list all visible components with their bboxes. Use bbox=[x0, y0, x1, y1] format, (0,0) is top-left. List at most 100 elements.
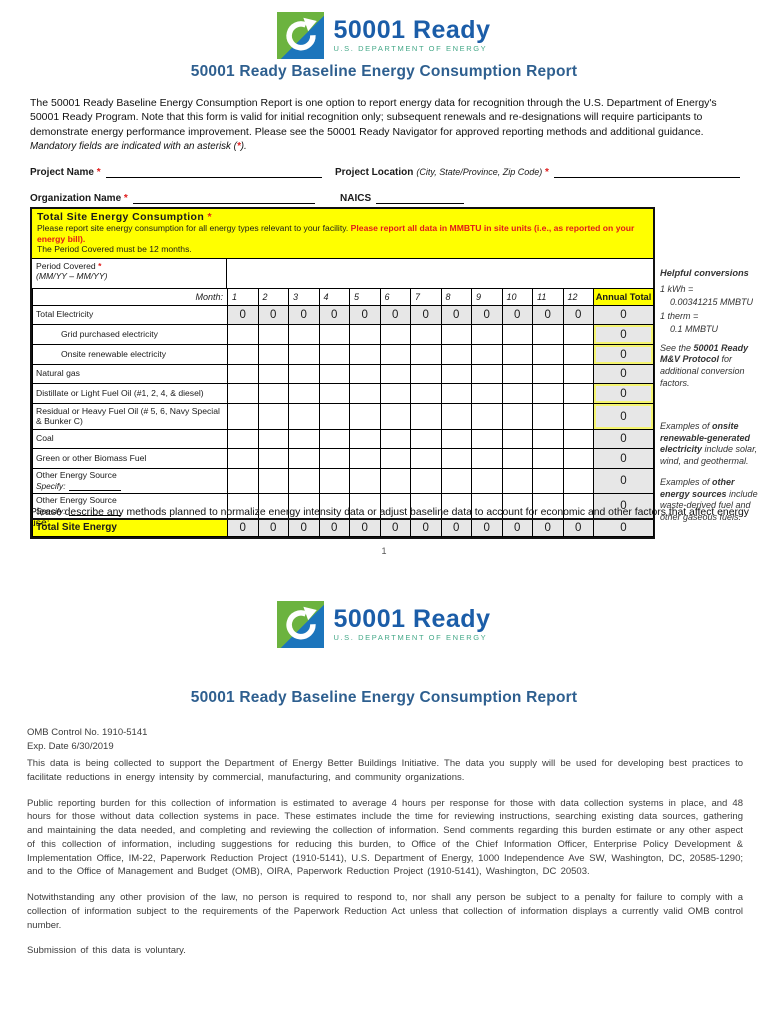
value-cell[interactable] bbox=[471, 364, 503, 385]
value-cell[interactable] bbox=[410, 344, 442, 366]
value-cell[interactable] bbox=[257, 383, 289, 405]
value-cell[interactable] bbox=[532, 493, 564, 520]
value-cell[interactable] bbox=[349, 429, 381, 450]
value-cell[interactable] bbox=[318, 468, 350, 495]
value-cell[interactable] bbox=[257, 344, 289, 366]
value-cell[interactable] bbox=[410, 429, 442, 450]
value-cell[interactable] bbox=[227, 364, 259, 385]
value-cell[interactable] bbox=[501, 403, 533, 431]
value-cell[interactable] bbox=[288, 364, 320, 385]
value-cell[interactable] bbox=[501, 383, 533, 405]
value-cell[interactable] bbox=[440, 468, 472, 495]
value-cell[interactable] bbox=[532, 364, 564, 385]
value-cell[interactable] bbox=[440, 383, 472, 405]
value-cell[interactable] bbox=[532, 344, 564, 366]
value-cell[interactable] bbox=[379, 448, 411, 470]
value-cell[interactable] bbox=[288, 324, 320, 346]
value-cell[interactable] bbox=[562, 493, 594, 520]
value-cell[interactable] bbox=[379, 324, 411, 346]
value-cell[interactable] bbox=[532, 468, 564, 495]
value-cell[interactable] bbox=[562, 383, 594, 405]
value-cell[interactable] bbox=[532, 324, 564, 346]
value-cell[interactable] bbox=[257, 324, 289, 346]
specify-input-line[interactable] bbox=[68, 482, 121, 492]
value-cell[interactable] bbox=[349, 403, 381, 431]
value-cell[interactable] bbox=[471, 344, 503, 366]
value-cell[interactable] bbox=[471, 448, 503, 470]
value-cell[interactable] bbox=[562, 403, 594, 431]
value-cell[interactable] bbox=[562, 429, 594, 450]
value-cell[interactable] bbox=[532, 448, 564, 470]
value-cell[interactable] bbox=[257, 364, 289, 385]
value-cell[interactable] bbox=[471, 383, 503, 405]
value-cell[interactable] bbox=[288, 383, 320, 405]
organization-name-input-line[interactable] bbox=[132, 192, 315, 204]
value-cell[interactable] bbox=[532, 383, 564, 405]
value-cell[interactable] bbox=[227, 403, 259, 431]
value-cell[interactable] bbox=[562, 364, 594, 385]
value-cell[interactable] bbox=[501, 344, 533, 366]
value-cell[interactable] bbox=[288, 468, 320, 495]
value-cell[interactable] bbox=[562, 468, 594, 495]
value-cell[interactable] bbox=[501, 324, 533, 346]
naics-input-line[interactable] bbox=[376, 192, 465, 204]
value-cell[interactable] bbox=[501, 429, 533, 450]
value-cell[interactable] bbox=[318, 324, 350, 346]
value-cell[interactable] bbox=[349, 468, 381, 495]
value-cell[interactable] bbox=[288, 344, 320, 366]
value-cell[interactable] bbox=[227, 468, 259, 495]
value-cell[interactable] bbox=[227, 429, 259, 450]
value-cell[interactable] bbox=[349, 493, 381, 520]
value-cell[interactable] bbox=[379, 468, 411, 495]
value-cell[interactable] bbox=[501, 364, 533, 385]
value-cell[interactable] bbox=[288, 448, 320, 470]
value-cell[interactable] bbox=[227, 448, 259, 470]
value-cell[interactable] bbox=[440, 429, 472, 450]
value-cell[interactable] bbox=[257, 468, 289, 495]
value-cell[interactable] bbox=[318, 364, 350, 385]
value-cell[interactable] bbox=[471, 429, 503, 450]
value-cell[interactable] bbox=[257, 403, 289, 431]
value-cell[interactable] bbox=[318, 429, 350, 450]
value-cell[interactable] bbox=[410, 383, 442, 405]
value-cell[interactable] bbox=[257, 448, 289, 470]
value-cell[interactable] bbox=[318, 383, 350, 405]
value-cell[interactable] bbox=[227, 383, 259, 405]
value-cell[interactable] bbox=[349, 383, 381, 405]
value-cell[interactable] bbox=[410, 403, 442, 431]
value-cell[interactable] bbox=[501, 468, 533, 495]
value-cell[interactable] bbox=[440, 324, 472, 346]
value-cell[interactable] bbox=[379, 344, 411, 366]
value-cell[interactable] bbox=[379, 364, 411, 385]
value-cell[interactable] bbox=[471, 403, 503, 431]
specify-input-line[interactable] bbox=[68, 507, 121, 517]
value-cell[interactable] bbox=[288, 429, 320, 450]
value-cell[interactable] bbox=[379, 403, 411, 431]
value-cell[interactable] bbox=[410, 364, 442, 385]
value-cell[interactable] bbox=[440, 493, 472, 520]
value-cell[interactable] bbox=[440, 403, 472, 431]
value-cell[interactable] bbox=[379, 383, 411, 405]
value-cell[interactable] bbox=[349, 364, 381, 385]
value-cell[interactable] bbox=[288, 403, 320, 431]
value-cell[interactable] bbox=[379, 429, 411, 450]
value-cell[interactable] bbox=[501, 448, 533, 470]
project-location-input-line[interactable] bbox=[553, 166, 740, 178]
value-cell[interactable] bbox=[349, 344, 381, 366]
period-covered-input[interactable] bbox=[227, 259, 653, 288]
project-name-input-line[interactable] bbox=[105, 166, 322, 178]
value-cell[interactable] bbox=[318, 448, 350, 470]
value-cell[interactable] bbox=[471, 468, 503, 495]
value-cell[interactable] bbox=[318, 403, 350, 431]
value-cell[interactable] bbox=[410, 493, 442, 520]
value-cell[interactable] bbox=[318, 344, 350, 366]
value-cell[interactable] bbox=[227, 493, 259, 520]
value-cell[interactable] bbox=[562, 324, 594, 346]
value-cell[interactable] bbox=[440, 448, 472, 470]
value-cell[interactable] bbox=[410, 324, 442, 346]
value-cell[interactable] bbox=[410, 448, 442, 470]
value-cell[interactable] bbox=[532, 429, 564, 450]
value-cell[interactable] bbox=[349, 324, 381, 346]
value-cell[interactable] bbox=[562, 448, 594, 470]
value-cell[interactable] bbox=[440, 344, 472, 366]
